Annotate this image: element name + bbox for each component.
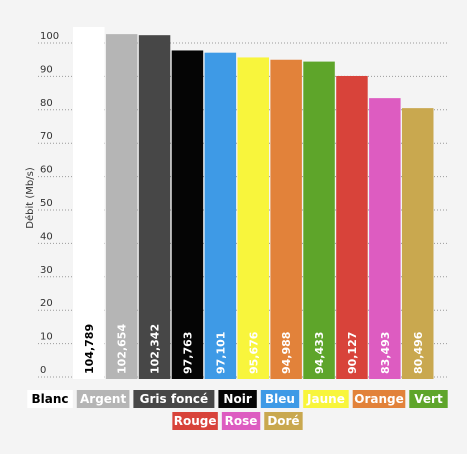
legend-item-label: Rouge — [174, 414, 217, 428]
legend-swatch — [133, 390, 215, 408]
bar-5 — [204, 52, 237, 380]
y-tick-label: 50 — [40, 198, 53, 209]
bar-10 — [369, 98, 401, 380]
legend-swatch — [303, 390, 349, 408]
bar-1 — [73, 27, 105, 380]
bar-11 — [402, 108, 434, 379]
y-tick-label: 40 — [40, 231, 53, 242]
y-tick-label: 60 — [40, 165, 53, 176]
bar-value-label: 83,493 — [379, 332, 392, 374]
y-axis-title: Débit (Mb/s) — [24, 167, 36, 229]
bar-2 — [105, 34, 138, 379]
legend-swatch — [264, 412, 303, 430]
legend-swatch — [218, 390, 257, 408]
legend-swatch — [27, 390, 73, 408]
legend-swatch — [76, 390, 130, 408]
legend-item-label: Gris foncé — [140, 392, 208, 406]
y-tick-label: 100 — [40, 31, 59, 42]
y-tick-label: 80 — [40, 98, 53, 109]
bar-9 — [336, 75, 368, 379]
bar-value-label: 97,101 — [214, 332, 227, 374]
y-tick-label: 20 — [40, 298, 53, 309]
legend-item-label: Rose — [225, 414, 258, 428]
legend-item-label: Bleu — [265, 392, 295, 406]
bar-value-label: 94,433 — [313, 332, 326, 374]
legend-swatch — [352, 390, 406, 408]
legend-swatch — [409, 390, 448, 408]
bar-7 — [270, 59, 302, 379]
legend-item-label: Blanc — [32, 392, 69, 406]
legend-item-label: Doré — [267, 414, 299, 428]
bar-value-label: 104,789 — [83, 324, 96, 374]
y-tick-label: 10 — [40, 332, 53, 343]
y-tick-label: 30 — [40, 265, 53, 276]
legend-item-label: Vert — [414, 392, 443, 406]
bar-4 — [171, 50, 204, 379]
y-tick-label: 0 — [40, 365, 46, 376]
legend-item-label: Noir — [223, 392, 251, 406]
legend-item-label: Argent — [80, 392, 126, 406]
bar-value-label: 102,654 — [116, 324, 129, 374]
legend-swatch — [221, 412, 261, 430]
legend-item-label: Orange — [354, 392, 404, 406]
bar-3 — [138, 35, 171, 379]
legend-swatch — [172, 412, 218, 430]
bar-value-label: 80,496 — [412, 331, 425, 374]
bar-value-label: 94,988 — [280, 332, 293, 374]
y-tick-label: 90 — [40, 64, 53, 75]
legend-swatch — [260, 390, 300, 408]
bar-value-label: 97,763 — [181, 332, 194, 374]
bar-value-label: 95,676 — [247, 331, 260, 374]
bar-value-label: 102,342 — [149, 324, 162, 374]
y-tick-label: 70 — [40, 131, 53, 142]
bar-value-label: 90,127 — [346, 332, 359, 374]
bar-6 — [237, 57, 269, 379]
legend-item-label: Jaune — [306, 392, 345, 406]
bar-8 — [303, 61, 335, 379]
